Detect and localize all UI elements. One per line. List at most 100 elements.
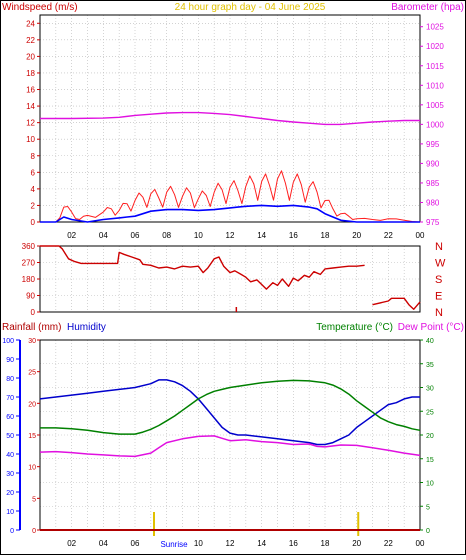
compass-label: W xyxy=(435,258,446,270)
wind-x-tick-label: 06 xyxy=(131,231,140,240)
wind-x-tick-label: 22 xyxy=(384,231,393,240)
barometer-tick-label: 1015 xyxy=(426,62,444,71)
temperature-tick-label: 40 xyxy=(426,338,434,345)
rain-tick-label: 20 xyxy=(28,401,36,408)
wind-tick-label: 10 xyxy=(26,135,35,144)
rain-tick-label: 15 xyxy=(28,433,36,440)
direction-tick-label: 0 xyxy=(31,308,36,317)
temperature-x-tick-label: 02 xyxy=(67,539,76,548)
humidity-tick-label: 60 xyxy=(6,414,14,421)
humidity-tick-label: 50 xyxy=(6,433,14,440)
temperature-x-tick-label: 22 xyxy=(384,539,393,548)
temperature-axis-label: Temperature (°C) xyxy=(316,322,393,333)
wind-tick-label: 16 xyxy=(26,86,35,95)
temperature-x-tick-label: 18 xyxy=(321,539,330,548)
wind-x-tick-label: 14 xyxy=(257,231,266,240)
wind-tick-label: 18 xyxy=(26,69,35,78)
lines-layer xyxy=(39,111,421,536)
compass-label: N xyxy=(435,307,443,319)
wind-x-tick-label: 10 xyxy=(194,231,203,240)
sunrise-label: Sunrise xyxy=(160,540,188,549)
wind-tick-label: 12 xyxy=(26,119,35,128)
chart-title: 24 hour graph day - 04 June 2025 xyxy=(175,2,326,13)
temperature-tick-label: 15 xyxy=(426,457,434,464)
wind-tick-label: 24 xyxy=(26,19,35,28)
barometer-tick-label: 995 xyxy=(426,140,440,149)
temperature-x-tick-label: 06 xyxy=(131,539,140,548)
temperature-x-tick-label: 14 xyxy=(257,539,266,548)
barometer-tick-label: 1010 xyxy=(426,81,444,90)
temperature-x-tick-label: 04 xyxy=(99,539,108,548)
temperature-tick-label: 5 xyxy=(426,504,430,511)
humidity-tick-label: 40 xyxy=(6,452,14,459)
compass-label: E xyxy=(435,291,442,303)
temperature-tick-label: 10 xyxy=(426,481,434,488)
wind-tick-label: 22 xyxy=(26,36,35,45)
barometer-tick-label: 1005 xyxy=(426,101,444,110)
dewpoint-axis-label: Dew Point (°C) xyxy=(398,322,464,333)
temperature-tick-label: 30 xyxy=(426,386,434,393)
humidity-tick-label: 20 xyxy=(6,490,14,497)
humidity-tick-label: 80 xyxy=(6,376,14,383)
humidity-tick-label: 0 xyxy=(10,528,14,535)
temperature-line xyxy=(40,379,421,435)
wind-tick-label: 20 xyxy=(26,52,35,61)
temperature-x-tick-label: 12 xyxy=(226,539,235,548)
humidity-tick-label: 70 xyxy=(6,395,14,402)
text-layer: 24 hour graph day - 04 June 2025 Windspe… xyxy=(2,2,464,549)
wind-x-tick-label: 04 xyxy=(99,231,108,240)
wind-tick-label: 14 xyxy=(26,102,35,111)
barometer-axis-label: Barometer (hpa) xyxy=(391,2,464,13)
wind-average-line xyxy=(40,204,420,223)
dewpoint-line xyxy=(39,435,421,458)
humidity-tick-label: 10 xyxy=(6,509,14,516)
rain-tick-label: 30 xyxy=(28,338,36,345)
windspeed-axis-label: Windspeed (m/s) xyxy=(2,2,78,13)
direction-tick-label: 180 xyxy=(22,275,36,284)
barometer-line xyxy=(40,111,420,126)
temperature-tick-label: 25 xyxy=(426,409,434,416)
wind-x-tick-label: 20 xyxy=(352,231,361,240)
rain-tick-label: 0 xyxy=(32,528,36,535)
rain-tick-label: 10 xyxy=(28,465,36,472)
humidity-tick-label: 100 xyxy=(2,338,14,345)
grid-layer xyxy=(40,15,420,530)
temperature-x-tick-label: 20 xyxy=(352,539,361,548)
temperature-x-tick-label: 16 xyxy=(289,539,298,548)
wind-gust-line xyxy=(40,170,421,223)
wind-x-tick-label: 12 xyxy=(226,231,235,240)
direction-tail-line xyxy=(372,297,421,310)
temperature-tick-label: 0 xyxy=(426,528,430,535)
barometer-tick-label: 1000 xyxy=(426,120,444,129)
wind-tick-label: 8 xyxy=(31,152,36,161)
humidity-tick-label: 30 xyxy=(6,471,14,478)
barometer-tick-label: 975 xyxy=(426,218,440,227)
barometer-tick-label: 990 xyxy=(426,159,440,168)
temperature-tick-label: 35 xyxy=(426,362,434,369)
direction-tick-label: 90 xyxy=(26,292,35,301)
temperature-tick-label: 20 xyxy=(426,433,434,440)
direction-tick-label: 270 xyxy=(22,259,36,268)
barometer-tick-label: 1025 xyxy=(426,23,444,32)
barometer-tick-label: 980 xyxy=(426,198,440,207)
rain-tick-label: 25 xyxy=(28,370,36,377)
wind-x-tick-label: 18 xyxy=(321,231,330,240)
wind-x-tick-label: 00 xyxy=(416,231,425,240)
humidity-axis-label: Humidity xyxy=(67,322,106,333)
barometer-tick-label: 985 xyxy=(426,179,440,188)
direction-tick-label: 360 xyxy=(22,242,36,251)
wind-x-tick-label: 08 xyxy=(162,231,171,240)
direction-line xyxy=(40,245,365,290)
wind-x-tick-label: 02 xyxy=(67,231,76,240)
compass-label: S xyxy=(435,274,442,286)
barometer-tick-label: 1020 xyxy=(426,42,444,51)
humidity-line xyxy=(39,379,420,446)
rainfall-axis-label: Rainfall (mm) xyxy=(2,322,61,333)
wind-tick-label: 4 xyxy=(31,185,36,194)
wind-tick-label: 0 xyxy=(31,218,36,227)
wind-tick-label: 2 xyxy=(31,201,36,210)
compass-label: N xyxy=(435,241,443,253)
